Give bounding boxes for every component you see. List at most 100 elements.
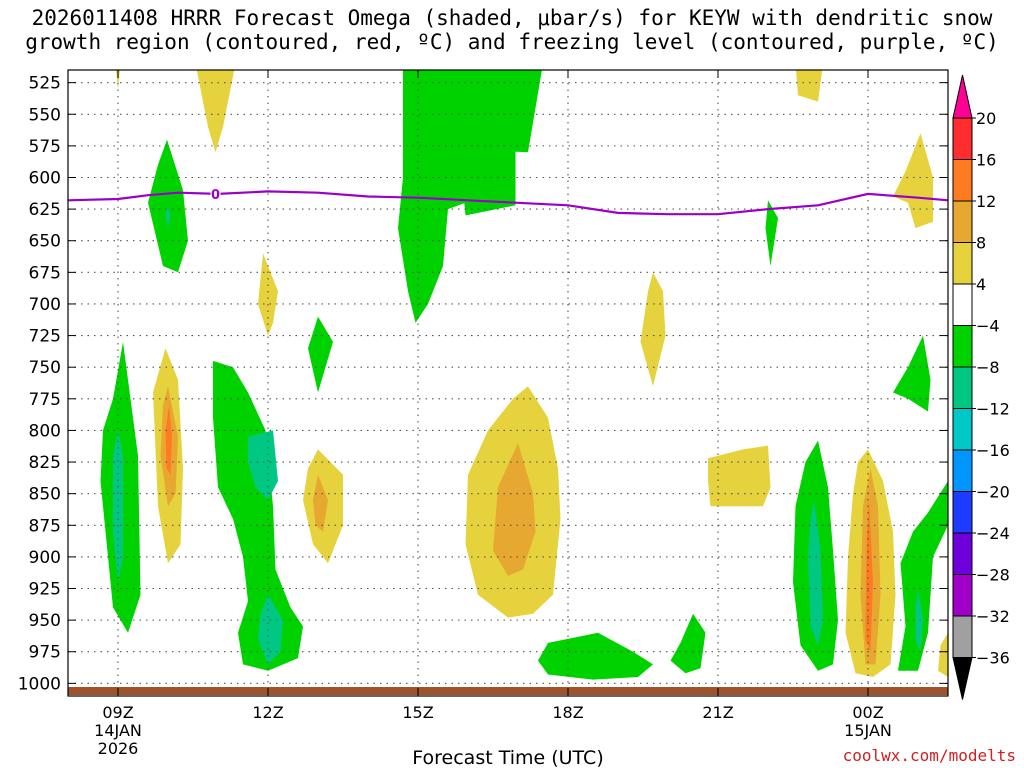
y-tick-label-900: 900 — [29, 548, 61, 568]
omega-region-30 — [865, 500, 873, 652]
colorbar-bottom-arrow — [952, 657, 973, 700]
plot-axes: 525 550 575 600 625 650 675 700 725 750 775 800 825 8… — [18, 69, 949, 768]
omega-region-13 — [308, 316, 333, 393]
colorbar-label-10: −24 — [976, 524, 1010, 543]
omega-region-4 — [165, 405, 172, 475]
omega-region-31 — [898, 481, 948, 671]
colorbar-label-1: 16 — [976, 151, 996, 170]
plot-frame — [67, 69, 949, 697]
x-tick-label-00Z: 00Z — [852, 703, 883, 722]
omega-region-22 — [670, 613, 706, 674]
chart-title-line2: growth region (contoured, red, ºC) and f… — [25, 30, 999, 54]
x-axis-title: Forecast Time (UTC) — [412, 747, 603, 768]
x-date-label-00Z: 15JAN — [844, 721, 892, 740]
omega-region-27 — [808, 500, 823, 646]
colorbar-bin-7 — [952, 408, 973, 451]
colorbar-label-6: −8 — [976, 358, 1000, 377]
colorbar-label-9: −20 — [976, 483, 1010, 502]
colorbar-bin-6 — [952, 366, 973, 409]
colorbar-label-4: 4 — [976, 275, 986, 294]
colorbar-label-0: 20 — [976, 109, 996, 128]
y-tick-label-650: 650 — [29, 232, 61, 252]
colorbar-label-2: 12 — [976, 192, 996, 211]
x-tick-label-21Z: 21Z — [702, 703, 733, 722]
x-tick-label-09Z: 09Z — [102, 703, 133, 722]
ground-surface — [68, 687, 948, 695]
colorbar-label-5: −4 — [976, 317, 1000, 336]
colorbar-top-arrow — [952, 74, 973, 119]
omega-region-25 — [795, 70, 823, 102]
colorbar-label-8: −16 — [976, 441, 1010, 460]
y-tick-label-925: 925 — [29, 580, 61, 600]
omega-region-35 — [893, 133, 933, 229]
colorbar-label-13: −36 — [976, 649, 1010, 668]
colorbar-bin-1 — [952, 159, 973, 202]
chart-title-line1: 2026011408 HRRR Forecast Omega (shaded, … — [31, 6, 993, 30]
site-credit[interactable]: coolwx.com/modelts — [842, 746, 1016, 765]
y-tick-label-775: 775 — [29, 390, 61, 410]
omega-region-20 — [538, 632, 653, 680]
omega-colorbar: 20 16 12 8 4 −4 −8 −12 −16 −20 −24 −28 −32 −36 — [952, 74, 1010, 700]
colorbar-label-3: 8 — [976, 234, 986, 253]
colorbar-bin-9 — [952, 491, 973, 534]
colorbar-label-12: −32 — [976, 607, 1010, 626]
omega-region-5 — [148, 139, 188, 273]
freezing-label-bg — [210, 185, 221, 201]
y-tick-label-800: 800 — [29, 421, 61, 441]
x-tick-label-12Z: 12Z — [252, 703, 283, 722]
y-tick-label-750: 750 — [29, 358, 61, 378]
colorbar-bin-2 — [952, 200, 973, 243]
freezing-level-line — [67, 190, 949, 216]
omega-region-12 — [258, 253, 278, 336]
y-tick-label-575: 575 — [29, 137, 61, 157]
y-tick-label-600: 600 — [29, 168, 61, 188]
omega-region-32 — [915, 588, 923, 652]
omega-region-19 — [493, 443, 536, 576]
omega-region-6 — [165, 205, 171, 229]
x-tick-label-15Z: 15Z — [402, 703, 433, 722]
grid-lines — [68, 70, 948, 696]
y-tick-label-1000: 1000 — [18, 674, 61, 694]
x-date-label-09Z: 14JAN — [94, 721, 142, 740]
y-tick-label-625: 625 — [29, 200, 61, 220]
colorbar-bin-4 — [952, 283, 973, 326]
x-tick-label-18Z: 18Z — [552, 703, 583, 722]
omega-region-21 — [640, 272, 666, 387]
colorbar-bin-11 — [952, 574, 973, 617]
y-tick-label-525: 525 — [29, 74, 61, 94]
omega-region-8 — [116, 70, 120, 89]
omega-region-11 — [258, 594, 283, 665]
colorbar-label-7: −12 — [976, 400, 1010, 419]
omega-region-15 — [313, 474, 328, 532]
colorbar-bin-8 — [952, 449, 973, 492]
colorbar-bin-0 — [952, 117, 973, 160]
colorbar-bin-3 — [952, 242, 973, 285]
omega-shading — [100, 70, 948, 680]
colorbar-bin-10 — [952, 532, 973, 575]
colorbar-label-11: −28 — [976, 566, 1010, 585]
omega-region-17 — [463, 139, 516, 216]
y-tick-label-875: 875 — [29, 516, 61, 536]
omega-region-24 — [765, 200, 778, 266]
omega-region-16 — [398, 70, 542, 323]
omega-region-23 — [708, 445, 771, 507]
y-tick-label-825: 825 — [29, 453, 61, 473]
ground-bar — [68, 687, 948, 695]
omega-region-7 — [196, 70, 235, 153]
omega-region-9 — [213, 360, 303, 671]
omega-region-10 — [248, 430, 278, 500]
y-tick-label-975: 975 — [29, 643, 61, 663]
freezing-level-contour: 0 — [67, 185, 949, 216]
x-year-label-09Z: 2026 — [98, 739, 139, 758]
y-tick-label-675: 675 — [29, 263, 61, 283]
freezing-level-label: 0 — [211, 188, 220, 203]
y-tick-label-950: 950 — [29, 611, 61, 631]
y-tick-label-550: 550 — [29, 105, 61, 125]
y-tick-label-700: 700 — [29, 295, 61, 315]
chart-title: 2026011408 HRRR Forecast Omega (shaded, … — [0, 6, 1024, 54]
omega-region-34 — [893, 335, 931, 412]
colorbar-bin-5 — [952, 325, 973, 368]
omega-region-33 — [938, 632, 948, 677]
y-tick-label-725: 725 — [29, 327, 61, 347]
